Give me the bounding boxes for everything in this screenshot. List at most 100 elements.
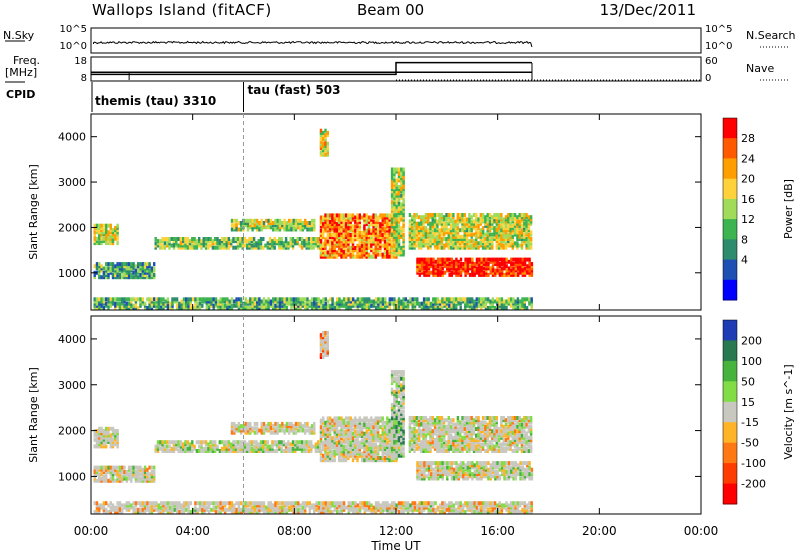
heatmap-cell (416, 270, 419, 275)
heatmap-cell (283, 428, 286, 433)
heatmap-cell (400, 213, 403, 218)
heatmap-cell (217, 301, 220, 306)
heatmap-cell (100, 232, 103, 237)
heatmap-cell (498, 297, 501, 302)
heatmap-cell (207, 297, 211, 302)
heatmap-cell (340, 228, 343, 233)
heatmap-cell (512, 266, 515, 271)
heatmap-cell (448, 257, 451, 262)
heatmap-cell (381, 303, 385, 308)
heatmap-cell (175, 303, 179, 308)
heatmap-cell (253, 301, 257, 306)
heatmap-cell (249, 501, 252, 506)
heatmap-cell (265, 218, 268, 223)
heatmap-cell (314, 243, 318, 248)
heatmap-cell (386, 301, 389, 306)
heatmap-cell (127, 476, 131, 481)
heatmap-cell (274, 428, 277, 433)
heatmap-cell (283, 223, 286, 228)
heatmap-cell (523, 223, 526, 228)
heatmap-cell (505, 306, 508, 310)
heatmap-cell (351, 246, 355, 250)
heatmap-cell (283, 430, 286, 435)
heatmap-cell (267, 510, 270, 514)
heatmap-cell (283, 301, 286, 306)
heatmap-cell (516, 243, 519, 248)
heatmap-cell (365, 237, 368, 242)
heatmap-cell (528, 505, 531, 510)
heatmap-cell (324, 254, 327, 259)
heatmap-cell (264, 446, 267, 451)
heatmap-cell (317, 442, 320, 447)
heatmap-cell (111, 440, 115, 444)
heatmap-cell (390, 182, 394, 187)
heatmap-cell (116, 505, 119, 510)
heatmap-cell (379, 224, 382, 229)
heatmap-cell (418, 266, 421, 271)
heatmap-cell (291, 449, 295, 453)
heatmap-cell (439, 272, 442, 277)
heatmap-cell (340, 237, 343, 242)
heatmap-cell (400, 505, 403, 510)
heatmap-cell (411, 299, 414, 304)
heatmap-cell (393, 191, 396, 196)
heatmap-cell (507, 241, 510, 246)
heatmap-cell (372, 299, 375, 304)
heatmap-cell (465, 228, 469, 233)
heatmap-cell (187, 501, 190, 506)
heatmap-cell (182, 449, 185, 453)
heatmap-cell (386, 252, 389, 257)
heatmap-cell (342, 248, 345, 253)
heatmap-cell (310, 442, 313, 447)
heatmap-cell (397, 206, 401, 211)
heatmap-cell (300, 237, 304, 241)
heatmap-cell (484, 503, 488, 508)
heatmap-cell (322, 254, 325, 259)
heatmap-cell (297, 303, 300, 308)
heatmap-cell (466, 268, 470, 273)
heatmap-cell (306, 428, 309, 433)
heatmap-cell (523, 270, 527, 275)
heatmap-cell (456, 226, 460, 231)
heatmap-cell (322, 442, 325, 447)
heatmap-cell (465, 234, 469, 239)
heatmap-cell (520, 223, 524, 228)
heatmap-cell (344, 252, 348, 257)
heatmap-cell (471, 297, 474, 302)
heatmap-cell (168, 444, 171, 449)
heatmap-cell (159, 507, 163, 512)
heatmap-cell (422, 241, 425, 246)
heatmap-cell (304, 510, 307, 514)
heatmap-cell (317, 239, 320, 244)
heatmap-cell (319, 133, 323, 138)
heatmap-cell (223, 299, 227, 304)
heatmap-cell (411, 501, 414, 506)
heatmap-cell (422, 505, 426, 510)
heatmap-cell (475, 239, 478, 244)
heatmap-cell (100, 264, 103, 269)
heatmap-cell (248, 444, 251, 449)
heatmap-cell (276, 225, 279, 230)
heatmap-cell (237, 301, 241, 306)
heatmap-cell (249, 426, 252, 431)
heatmap-cell (528, 259, 531, 264)
heatmap-cell (265, 510, 268, 514)
heatmap-cell (320, 306, 323, 310)
heatmap-cell (342, 235, 345, 240)
heatmap-cell (125, 503, 128, 508)
heatmap-cell (509, 507, 513, 512)
heatmap-cell (527, 228, 531, 233)
heatmap-cell (349, 447, 352, 452)
heatmap-cell (177, 245, 180, 250)
heatmap-cell (457, 301, 460, 306)
heatmap-cell (259, 446, 263, 451)
heatmap-cell (182, 303, 186, 308)
heatmap-cell (130, 268, 133, 273)
heatmap-cell (457, 259, 460, 264)
heatmap-cell (93, 444, 96, 449)
heatmap-cell (423, 264, 426, 269)
heatmap-cell (347, 416, 350, 421)
heatmap-cell (134, 301, 138, 306)
heatmap-cell (95, 303, 99, 308)
heatmap-cell (456, 221, 460, 226)
